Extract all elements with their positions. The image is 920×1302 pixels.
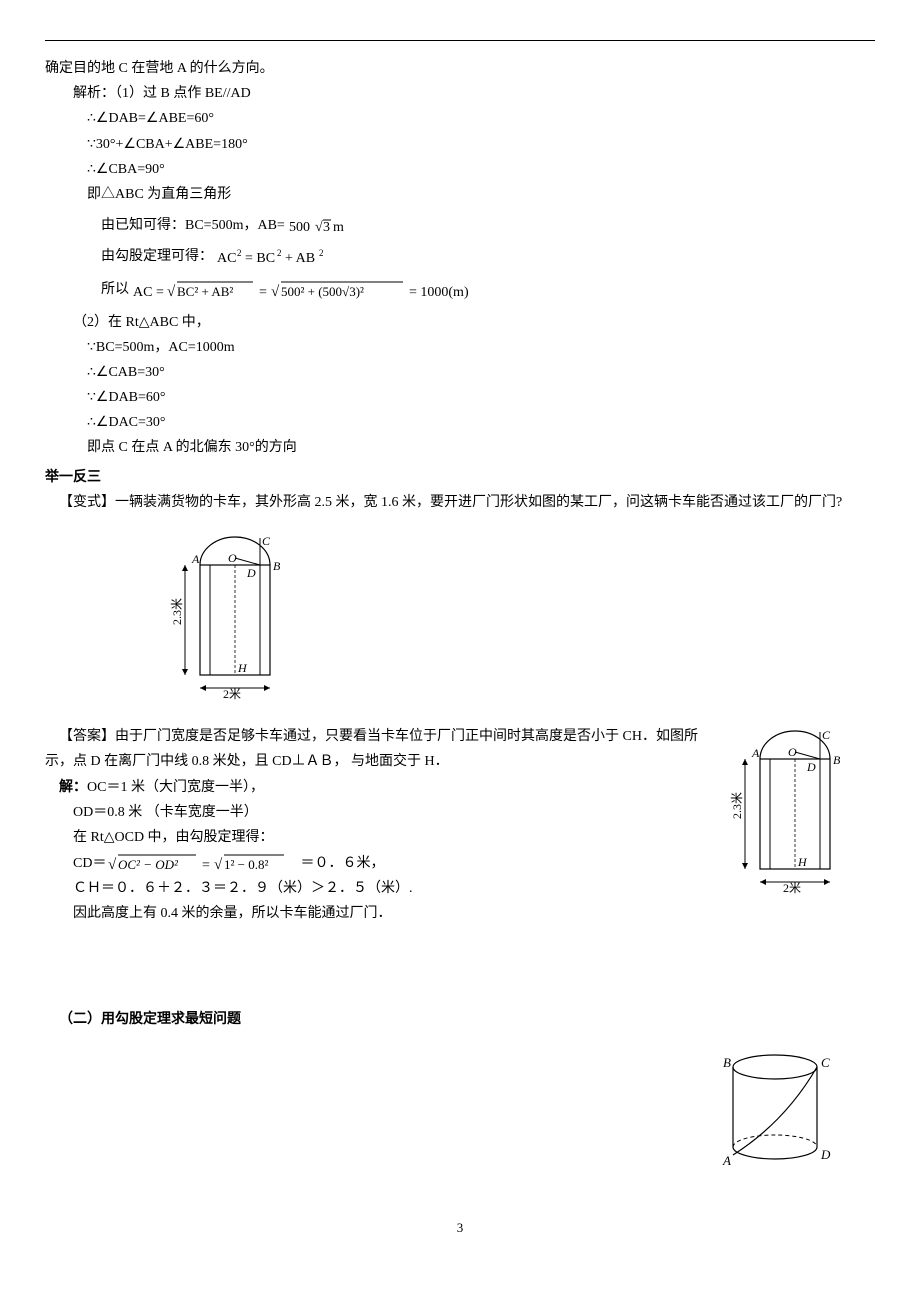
variant-header: 举一反三 [45,465,875,490]
door-diagram-2: A B C O D H 2.3米 2米 [725,724,855,903]
cylinder-svg: A B C D [715,1047,845,1177]
svg-text:O: O [228,551,237,565]
part2: （2）在 Rt△ABC 中， [45,310,875,335]
step10: ∵BC=500m，AC=1000m [45,335,875,360]
svg-text:O: O [788,745,797,759]
svg-text:=: = [202,858,210,873]
svg-text:3: 3 [323,220,330,235]
cylinder-diagram: A B C D [715,1047,845,1186]
step11: ∴∠CAB=30° [45,360,875,385]
problem-statement: 确定目的地 C 在营地 A 的什么方向。 [45,56,875,81]
sol-line1-text: OC＝1 米（大门宽度一半）， [87,780,264,795]
svg-text:2: 2 [277,248,282,258]
variant-body: 【变式】一辆装满货物的卡车，其外形高 2.5 米，宽 1.6 米，要开进厂门形状… [45,490,875,515]
door-svg-2: A B C O D H 2.3米 2米 [725,724,855,894]
step8-text: 所以 [101,277,129,302]
svg-text:=: = [259,285,267,300]
svg-text:B: B [273,559,281,573]
step6-text: 由已知可得：BC=500m，AB= [101,213,285,238]
sol-line4-prefix: CD＝ [73,851,106,876]
svg-text:C: C [822,728,831,742]
svg-text:OC² − OD²: OC² − OD² [118,857,179,872]
solution-start: 解析：（1）过 B 点作 BE//AD [45,81,875,106]
svg-text:A: A [191,552,200,566]
step2: ∴∠DAB=∠ABE=60° [45,106,875,131]
svg-text:D: D [806,760,816,774]
svg-text:√: √ [271,284,280,300]
math-pythag: AC 2 = BC 2 + AB 2 [217,246,367,268]
step8: 所以 AC = √ BC² + AB² = √ 500² + (500√3)² … [101,276,875,304]
svg-text:2米: 2米 [783,881,801,894]
svg-text:1² − 0.8²: 1² − 0.8² [224,857,268,872]
step7-text: 由勾股定理可得： [101,244,213,269]
svg-text:D: D [246,566,256,580]
math-500sqrt3: 500 √ 3 m [289,215,359,237]
svg-text:√: √ [214,857,223,873]
step6: 由已知可得：BC=500m，AB= 500 √ 3 m [101,213,875,238]
svg-text:2: 2 [319,248,324,258]
svg-text:B: B [723,1055,731,1070]
step3: ∵30°+∠CBA+∠ABE=180° [45,132,875,157]
door-svg-1: A B C O D H 2.3米 2米 [165,530,295,700]
svg-text:AC: AC [217,251,236,266]
svg-text:√: √ [167,284,176,300]
step1: （1）过 B 点作 BE//AD [115,86,251,101]
svg-text:AC =: AC = [133,285,164,300]
header-rule [45,40,875,41]
svg-text:500: 500 [289,220,310,235]
math-cd: √ OC² − OD² = √ 1² − 0.8² [108,850,298,876]
analysis-label: 解析： [73,86,115,101]
svg-text:+ AB: + AB [285,251,315,266]
step12: ∵∠DAB=60° [45,385,875,410]
sol-line6: 因此高度上有 0.4 米的余量，所以卡车能通过厂门． [45,901,875,926]
sol-line4: CD＝ √ OC² − OD² = √ 1² − 0.8² ＝０．６米， [45,850,705,876]
svg-text:√: √ [108,857,117,873]
step13: ∴∠DAC=30° [45,410,875,435]
sol-line4-suffix: ＝０．６米， [300,851,384,876]
svg-text:H: H [237,661,248,675]
svg-text:√: √ [315,220,323,235]
svg-text:D: D [820,1147,831,1162]
svg-text:2.3米: 2.3米 [730,792,744,819]
step7: 由勾股定理可得： AC 2 = BC 2 + AB 2 [101,244,875,269]
sol-label: 解： [59,780,87,795]
svg-text:= 1000(m): = 1000(m) [409,285,469,300]
math-ac-result: AC = √ BC² + AB² = √ 500² + (500√3)² = 1… [133,276,473,304]
page-number: 3 [45,1216,875,1239]
svg-text:A: A [751,746,760,760]
step4: ∴∠CBA=90° [45,157,875,182]
svg-text:= BC: = BC [245,251,275,266]
svg-text:500² + (500√3)²: 500² + (500√3)² [281,284,364,299]
svg-text:C: C [262,534,271,548]
svg-text:H: H [797,855,808,869]
svg-text:2: 2 [237,248,242,258]
svg-text:2.3米: 2.3米 [170,598,184,625]
step5: 即△ABC 为直角三角形 [45,182,875,207]
svg-text:2米: 2米 [223,687,241,700]
svg-text:m: m [333,220,344,235]
section2-title: （二）用勾股定理求最短问题 [45,1007,875,1032]
door-diagram-1: A B C O D H 2.3米 2米 [165,530,875,709]
svg-text:A: A [722,1153,731,1168]
svg-text:BC² + AB²: BC² + AB² [177,284,233,299]
svg-text:C: C [821,1055,830,1070]
svg-text:B: B [833,753,841,767]
step14: 即点 C 在点 A 的北偏东 30°的方向 [45,435,875,460]
